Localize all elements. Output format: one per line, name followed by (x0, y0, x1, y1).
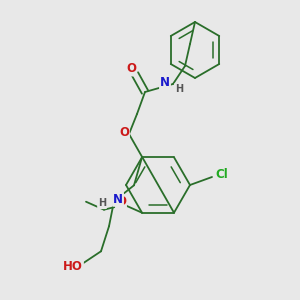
Text: N: N (113, 193, 123, 206)
Text: O: O (126, 62, 136, 76)
Text: HO: HO (63, 260, 83, 273)
Text: H: H (175, 84, 183, 94)
Text: N: N (160, 76, 170, 88)
Text: H: H (98, 198, 106, 208)
Text: O: O (116, 195, 126, 208)
Text: O: O (119, 125, 129, 139)
Text: Cl: Cl (216, 167, 228, 181)
